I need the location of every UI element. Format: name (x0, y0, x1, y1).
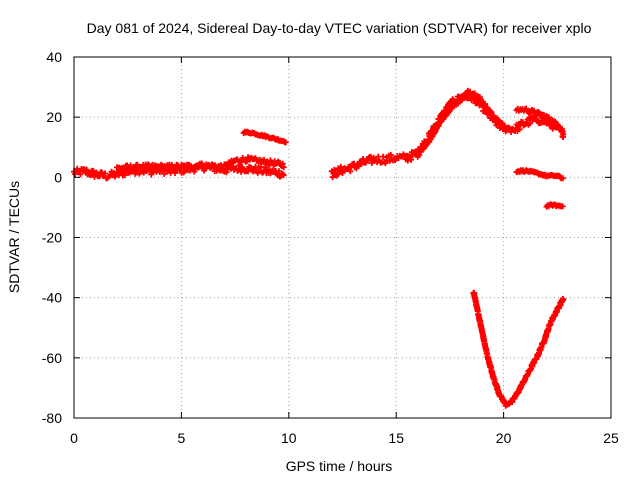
y-tick-label: -60 (42, 350, 62, 366)
data-points-arc-high-8h (240, 128, 289, 146)
data-points-arc-afternoon-upper (425, 87, 502, 145)
data-points-arc-late-upper (513, 105, 567, 138)
ticks-layer: 0 5 10 15 20 25 -80 -60 -40 -20 0 20 40 (42, 49, 619, 446)
y-tick-label: 0 (54, 169, 62, 185)
x-tick-label: 0 (70, 430, 78, 446)
points-layer (71, 87, 567, 409)
series-arc-afternoon (328, 89, 567, 181)
data-points-arc-early-low (71, 160, 287, 182)
series-arc-early-low (71, 160, 287, 182)
y-tick-label: 20 (46, 109, 62, 125)
data-points-arc-early-mid (114, 154, 287, 173)
series-arc-dip (470, 289, 567, 409)
y-tick-label: -20 (42, 230, 62, 246)
data-points-arc-late-near-zero (513, 167, 566, 182)
data-points-arc-afternoon (328, 89, 567, 181)
y-tick-label: -40 (42, 290, 62, 306)
chart-title: Day 081 of 2024, Sidereal Day-to-day VTE… (87, 20, 592, 36)
y-tick-label: 40 (46, 49, 62, 65)
grid-layer (74, 57, 611, 418)
x-tick-label: 25 (603, 430, 619, 446)
y-tick-label: -80 (42, 410, 62, 426)
data-points-arc-late-minus10 (543, 201, 566, 210)
data-points-arc-dip (470, 289, 567, 409)
x-tick-label: 5 (178, 430, 186, 446)
y-axis-label: SDTVAR / TECUs (6, 181, 22, 293)
x-tick-label: 20 (496, 430, 512, 446)
series-arc-afternoon-upper (425, 87, 502, 145)
x-tick-label: 10 (281, 430, 297, 446)
series-arc-early-mid (114, 154, 287, 173)
x-tick-label: 15 (388, 430, 404, 446)
x-axis-label: GPS time / hours (286, 458, 393, 474)
series-arc-late-upper (513, 105, 567, 138)
series-arc-late-near-zero (513, 167, 566, 182)
series-arc-high-8h (240, 128, 289, 146)
series-arc-late-minus10 (543, 201, 566, 210)
